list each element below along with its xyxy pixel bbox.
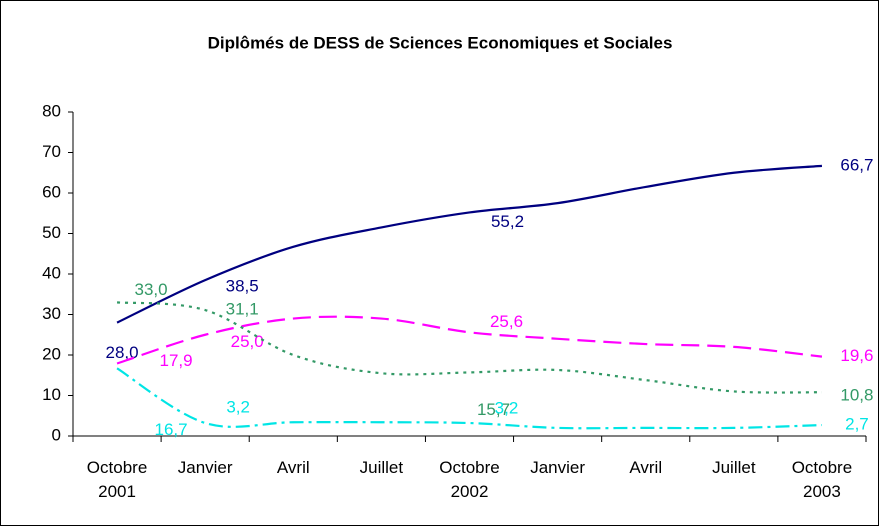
x-tick-label: Octobre 2001 xyxy=(86,458,148,501)
y-tick-label: 0 xyxy=(52,425,61,444)
y-tick-label: 10 xyxy=(42,385,61,404)
y-tick-label: 80 xyxy=(42,101,61,120)
x-tick-label: Janvier xyxy=(530,458,586,477)
y-tick-label: 40 xyxy=(42,263,61,282)
data-label: 17,9 xyxy=(160,351,193,370)
x-tick-label: Janvier xyxy=(177,458,233,477)
data-label: 10,8 xyxy=(840,386,873,405)
x-tick-label: Avril xyxy=(276,458,310,477)
data-label: 33,0 xyxy=(135,280,168,299)
series-line xyxy=(116,367,822,430)
x-tick-label: Juillet xyxy=(712,458,756,477)
data-label: 15,7 xyxy=(477,400,510,419)
x-tick-label: Avril xyxy=(629,458,663,477)
y-tick-label: 50 xyxy=(42,223,61,242)
data-label: 16,7 xyxy=(155,420,188,439)
y-tick-label: 70 xyxy=(42,142,61,161)
data-label: 19,6 xyxy=(840,346,873,365)
series-line xyxy=(116,315,823,365)
y-tick-label: 20 xyxy=(42,344,61,363)
data-label: 55,2 xyxy=(491,212,524,231)
data-label: 25,6 xyxy=(490,312,523,331)
data-label: 3,2 xyxy=(226,398,250,417)
data-label: 3,2 xyxy=(495,399,519,418)
x-tick-label: Octobre 2003 xyxy=(791,458,853,501)
y-tick-label: 60 xyxy=(42,182,61,201)
data-label: 28,0 xyxy=(106,343,139,362)
data-label: 25,0 xyxy=(231,332,264,351)
x-tick-label: Octobre 2002 xyxy=(439,458,500,501)
data-label: 66,7 xyxy=(840,155,873,174)
y-tick-label: 30 xyxy=(42,304,61,323)
series-line xyxy=(116,164,823,324)
data-label: 31,1 xyxy=(226,300,259,319)
chart-title: Diplômés de DESS de Sciences Economiques… xyxy=(208,33,673,52)
data-label: 38,5 xyxy=(226,277,259,296)
x-tick-label: Juillet xyxy=(359,458,404,477)
data-label: 2,7 xyxy=(845,415,869,434)
